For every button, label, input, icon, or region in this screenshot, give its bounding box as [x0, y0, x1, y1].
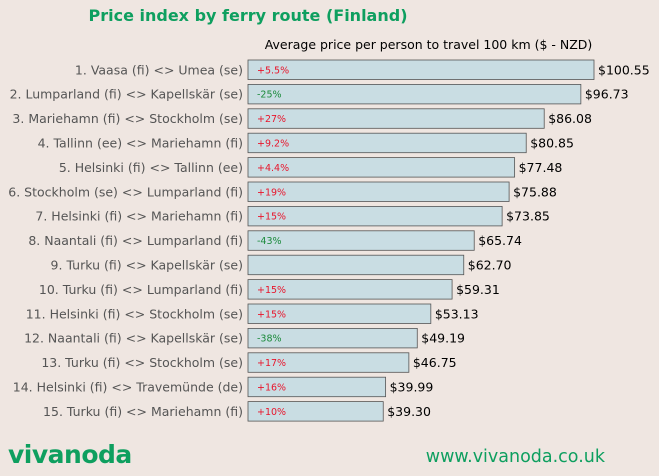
category-label: 13. Turku (fi) <> Stockholm (se) — [41, 355, 243, 370]
bar — [247, 352, 410, 373]
chart-subtitle: Average price per person to travel 100 k… — [264, 37, 593, 52]
category-label: 9. Turku (fi) <> Kapellskär (se) — [51, 257, 243, 272]
bar — [247, 327, 418, 349]
bar-group: 3. Mariehamn (fi) <> Stockholm (se) +27% $… — [12, 108, 592, 129]
change-label: +17% — [257, 358, 286, 369]
bar — [247, 205, 503, 227]
value-label: $80.85 — [530, 135, 574, 150]
category-label: 14. Helsinki (fi) <> Travemünde (de) — [13, 379, 243, 394]
change-label: +16% — [257, 382, 286, 393]
change-label: +15% — [257, 285, 286, 296]
category-label: 12. Naantali (fi) <> Kapellskär (se) — [24, 331, 243, 346]
bar — [247, 181, 510, 202]
bar — [247, 401, 384, 422]
bar-group: 2. Lumparland (fi) <> Kapellskär (se) -25… — [10, 84, 629, 105]
value-label: $49.19 — [421, 331, 465, 346]
change-label: +4.4% — [257, 163, 289, 174]
value-label: $53.13 — [435, 306, 479, 321]
bar-group: 6. Stockholm (se) <> Lumparland (fi) +19%… — [8, 181, 557, 202]
value-label: $65.74 — [478, 233, 522, 248]
category-label: 5. Helsinki (fi) <> Tallinn (ee) — [59, 160, 243, 175]
value-label: $75.88 — [513, 184, 557, 199]
category-label: 10. Turku (fi) <> Lumparland (fi) — [39, 282, 243, 297]
change-label: -43% — [257, 236, 282, 247]
value-label: $96.73 — [585, 87, 629, 102]
value-label: $59.31 — [456, 282, 500, 297]
bar-group: 15. Turku (fi) <> Mariehamn (fi) +10% $39.… — [43, 401, 431, 422]
bar-group: 7. Helsinki (fi) <> Mariehamn (fi) +15% $7… — [35, 205, 550, 227]
website-link[interactable]: www.vivanoda.co.uk — [425, 447, 605, 467]
bar-group: 9. Turku (fi) <> Kapellskär (se) $62.70 — [51, 254, 512, 276]
value-label: $77.48 — [519, 160, 563, 175]
chart-title: Price index by ferry route (Finland) — [88, 6, 408, 25]
brand-logo: vivanoda — [8, 440, 132, 469]
bar — [247, 59, 595, 80]
category-label: 4. Tallinn (ee) <> Mariehamn (fi) — [38, 135, 243, 150]
bar — [247, 303, 432, 324]
bar-group: 10. Turku (fi) <> Lumparland (fi) +15% $59… — [39, 279, 500, 300]
value-label: $46.75 — [413, 355, 457, 370]
category-label: 6. Stockholm (se) <> Lumparland (fi) — [8, 184, 243, 199]
bar-group: 11. Helsinki (fi) <> Stockholm (se) +15% $… — [26, 303, 479, 324]
bar-group: 13. Turku (fi) <> Stockholm (se) +17% $46.… — [41, 352, 457, 373]
value-label: $39.30 — [387, 404, 431, 419]
value-label: $39.99 — [390, 379, 434, 394]
bar-group: 1. Vaasa (fi) <> Umea (se) +5.5% $100.55 — [75, 59, 650, 80]
change-label: +5.5% — [257, 65, 289, 76]
change-label: +15% — [257, 309, 286, 320]
bar-group: 12. Naantali (fi) <> Kapellskär (se) -38%… — [24, 327, 465, 349]
category-label: 8. Naantali (fi) <> Lumparland (fi) — [28, 233, 243, 248]
category-label: 1. Vaasa (fi) <> Umea (se) — [75, 62, 243, 77]
value-label: $100.55 — [598, 62, 650, 77]
category-label: 11. Helsinki (fi) <> Stockholm (se) — [26, 306, 243, 321]
change-label: +27% — [257, 114, 286, 125]
change-label: +10% — [257, 407, 286, 418]
change-label: +15% — [257, 212, 286, 223]
value-label: $73.85 — [506, 209, 550, 224]
bar-group: 4. Tallinn (ee) <> Mariehamn (fi) +9.2% $8… — [38, 132, 574, 154]
bar — [247, 376, 387, 398]
bar-group: 5. Helsinki (fi) <> Tallinn (ee) +4.4% $77… — [59, 157, 563, 178]
category-label: 2. Lumparland (fi) <> Kapellskär (se) — [10, 87, 243, 102]
bar — [247, 132, 527, 154]
category-label: 3. Mariehamn (fi) <> Stockholm (se) — [12, 111, 243, 126]
change-label: -38% — [257, 334, 282, 345]
change-label: +9.2% — [257, 138, 289, 149]
bar — [247, 157, 516, 178]
category-label: 15. Turku (fi) <> Mariehamn (fi) — [43, 404, 243, 419]
value-label: $62.70 — [468, 257, 512, 272]
category-label: 7. Helsinki (fi) <> Mariehamn (fi) — [35, 209, 243, 224]
bar — [247, 84, 582, 105]
change-label: -25% — [257, 90, 282, 101]
bar — [247, 108, 545, 129]
value-label: $86.08 — [548, 111, 592, 126]
bar — [247, 254, 465, 276]
change-label: +19% — [257, 187, 286, 198]
bar — [247, 279, 453, 300]
bar — [247, 230, 475, 251]
bar-group: 14. Helsinki (fi) <> Travemünde (de) +16%… — [13, 376, 434, 398]
bar-group: 8. Naantali (fi) <> Lumparland (fi) -43% $… — [28, 230, 522, 251]
